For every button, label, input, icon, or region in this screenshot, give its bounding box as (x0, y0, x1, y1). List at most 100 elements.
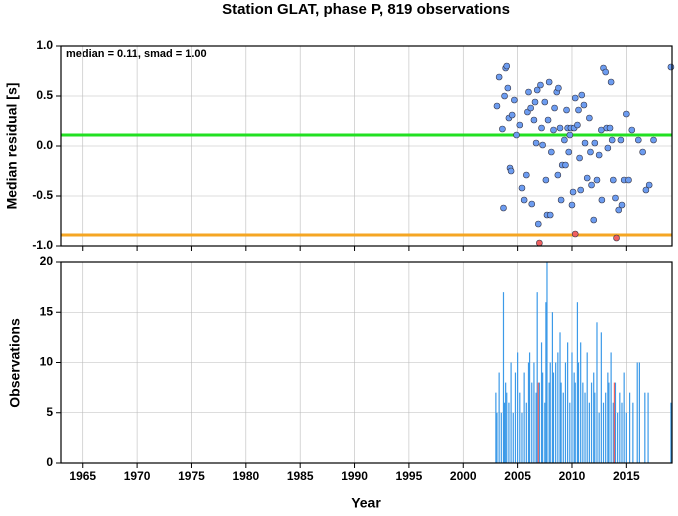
x-tick-label: 1970 (124, 469, 151, 483)
point (598, 126, 605, 134)
bar (557, 352, 559, 463)
y-tick-label: -1.0 (32, 238, 53, 252)
point (571, 94, 579, 102)
point (595, 151, 603, 159)
point (548, 148, 555, 156)
point (542, 176, 550, 184)
bar (545, 302, 547, 463)
point (602, 68, 609, 76)
bar (613, 382, 615, 463)
point (533, 86, 541, 94)
point (499, 125, 506, 133)
bar (514, 372, 517, 463)
bar (538, 382, 540, 463)
bar (546, 262, 548, 463)
y-tick-label: 15 (40, 304, 54, 318)
point (561, 136, 568, 144)
point (550, 126, 557, 134)
x-tick-label: 2000 (450, 469, 477, 483)
bar (503, 402, 506, 463)
x-tick-label: 1985 (287, 469, 314, 483)
bar (636, 362, 638, 463)
bar (527, 362, 530, 463)
bar (593, 372, 595, 463)
point (527, 104, 534, 112)
bar (496, 412, 498, 463)
bar (525, 402, 527, 463)
point (539, 141, 546, 149)
bar (502, 292, 505, 463)
y-tick-label: 5 (46, 405, 53, 419)
bar (551, 312, 554, 463)
x-axis-label: Year (351, 495, 381, 511)
point (557, 196, 565, 204)
point (537, 81, 544, 89)
point (518, 184, 526, 192)
bar (506, 392, 508, 463)
point (578, 91, 586, 99)
point (577, 186, 584, 194)
bar (632, 402, 634, 463)
point (609, 176, 617, 184)
point (507, 167, 515, 175)
point (562, 161, 569, 169)
point (546, 211, 554, 219)
x-tick-label: 1975 (178, 469, 205, 483)
bar (605, 392, 607, 463)
bar (621, 402, 623, 463)
point (538, 124, 545, 132)
point (591, 139, 599, 147)
bar (602, 402, 605, 463)
point (563, 106, 570, 114)
point (642, 186, 650, 194)
y-tick-label: 0.0 (36, 138, 53, 152)
point (565, 148, 573, 156)
point (528, 200, 536, 208)
bar (521, 412, 523, 463)
bar (512, 412, 514, 463)
bar (598, 412, 600, 463)
x-tick-label: 1995 (396, 469, 423, 483)
bar (594, 392, 596, 463)
bar (619, 392, 621, 463)
bar (610, 352, 612, 463)
point (501, 92, 508, 100)
point (645, 181, 653, 189)
bar (531, 382, 533, 463)
point (566, 131, 574, 139)
y-tick-label: 0 (46, 455, 53, 469)
point (617, 136, 625, 144)
y-tick-label: 20 (40, 254, 54, 268)
bar (582, 382, 584, 463)
bar (607, 372, 609, 463)
bar (537, 382, 539, 463)
point (556, 124, 564, 132)
bar (571, 352, 573, 463)
point (604, 144, 612, 152)
bar (638, 362, 640, 463)
bar (564, 362, 567, 463)
point (623, 110, 630, 118)
x-tick-label: 1980 (232, 469, 259, 483)
x-tick-label: 1990 (341, 469, 368, 483)
point (581, 139, 589, 147)
bar (495, 392, 497, 463)
bar (567, 342, 569, 463)
point (513, 131, 520, 139)
bar (576, 302, 579, 463)
point (536, 239, 543, 247)
bar (644, 392, 646, 463)
point (613, 234, 620, 242)
bar (505, 382, 507, 463)
y-tick-label: 1.0 (36, 38, 53, 52)
point (576, 154, 583, 162)
bar (574, 382, 576, 463)
bar (562, 392, 564, 463)
bar (548, 382, 550, 463)
point (532, 139, 540, 147)
point (587, 148, 594, 156)
bar (617, 412, 619, 463)
point (554, 171, 562, 179)
y-tick-label: -0.5 (32, 188, 53, 202)
point (555, 84, 562, 92)
